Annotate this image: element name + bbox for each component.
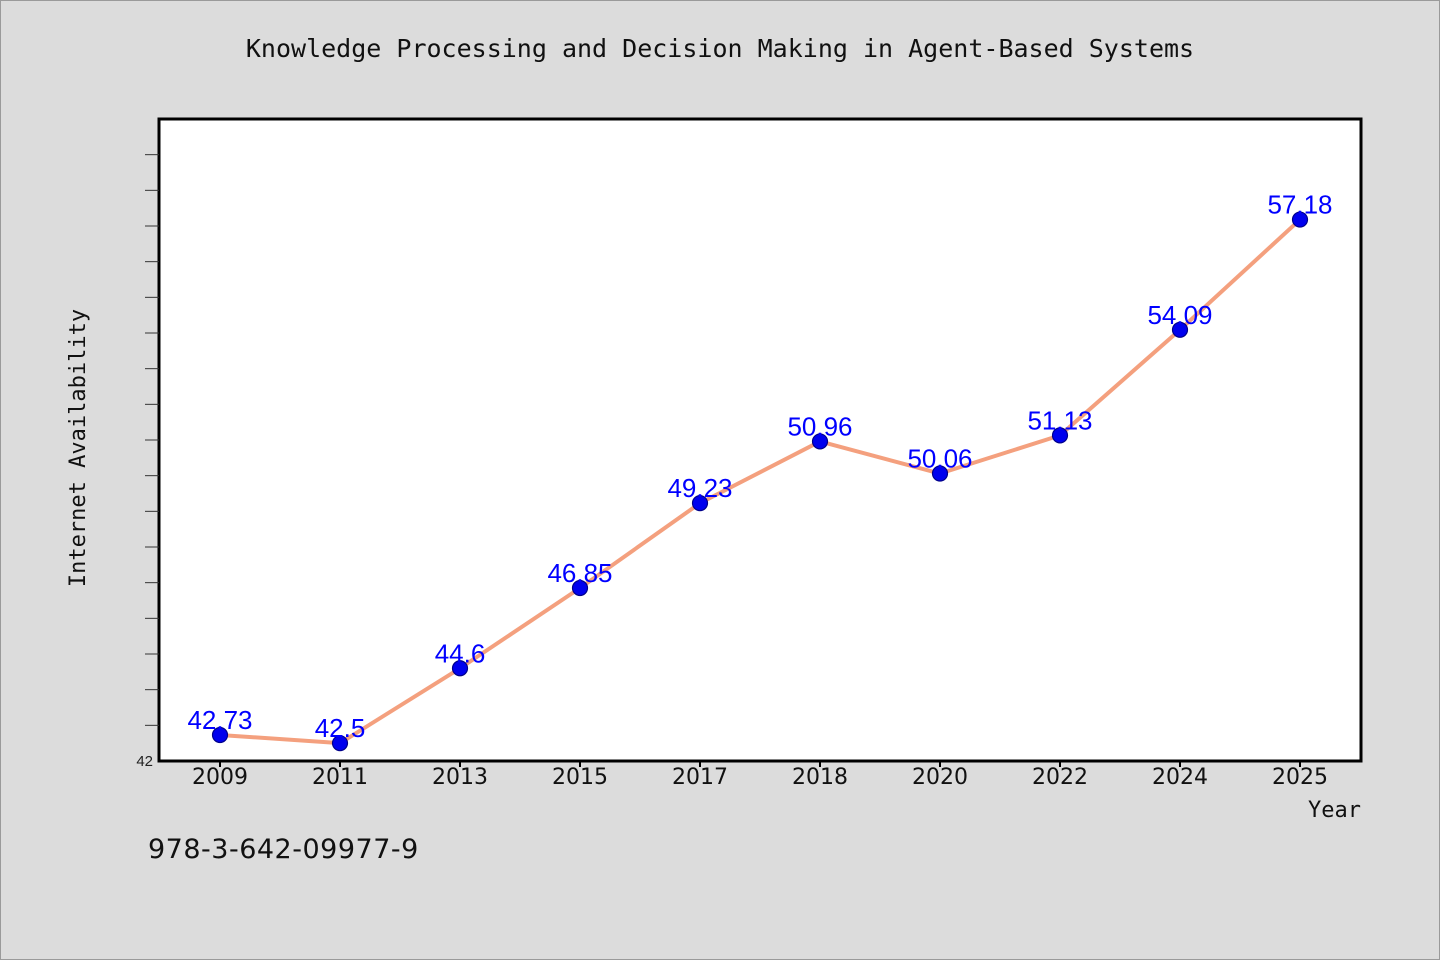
data-point	[1051, 427, 1069, 444]
y-tick-label: 42	[136, 753, 153, 770]
data-label: 49.23	[667, 473, 732, 503]
data-label: 57.18	[1267, 190, 1332, 220]
x-tick-label: 2018	[792, 765, 848, 790]
data-point	[451, 660, 469, 677]
x-tick-label: 2009	[192, 765, 248, 790]
x-axis-label: Year	[1308, 798, 1361, 823]
data-label: 42.73	[187, 705, 252, 735]
isbn-caption: 978-3-642-09977-9	[148, 834, 419, 865]
data-label: 50.06	[907, 444, 972, 474]
data-point	[571, 579, 589, 597]
y-axis-label: Internet Availability	[66, 309, 91, 587]
data-point	[211, 726, 229, 744]
chart-title: Knowledge Processing and Decision Making…	[245, 34, 1195, 63]
x-tick-label: 2013	[432, 765, 488, 790]
x-tick-label: 2015	[552, 765, 608, 790]
data-label: 54.09	[1147, 300, 1212, 330]
data-label: 51.13	[1027, 405, 1092, 435]
data-label: 44.6	[435, 638, 486, 668]
data-point	[331, 735, 349, 752]
data-point	[1171, 321, 1189, 338]
data-point	[811, 433, 829, 450]
x-tick-label: 2020	[912, 765, 968, 790]
x-tick-label: 2025	[1272, 765, 1328, 790]
x-tick-label: 2017	[672, 765, 728, 790]
data-point	[931, 465, 949, 482]
x-tick-label: 2022	[1032, 765, 1088, 790]
x-tick-label: 2011	[312, 765, 368, 790]
x-tick-label: 2024	[1152, 765, 1208, 790]
data-label: 42.5	[315, 713, 366, 743]
plot-area	[157, 117, 1363, 763]
data-point	[691, 495, 709, 512]
data-label: 46.85	[547, 558, 612, 588]
data-point	[1291, 211, 1309, 228]
series-line	[218, 217, 1302, 746]
data-label: 50.96	[787, 411, 852, 441]
